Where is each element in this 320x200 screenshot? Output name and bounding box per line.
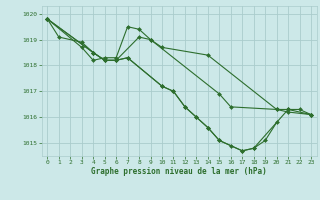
X-axis label: Graphe pression niveau de la mer (hPa): Graphe pression niveau de la mer (hPa) (91, 167, 267, 176)
